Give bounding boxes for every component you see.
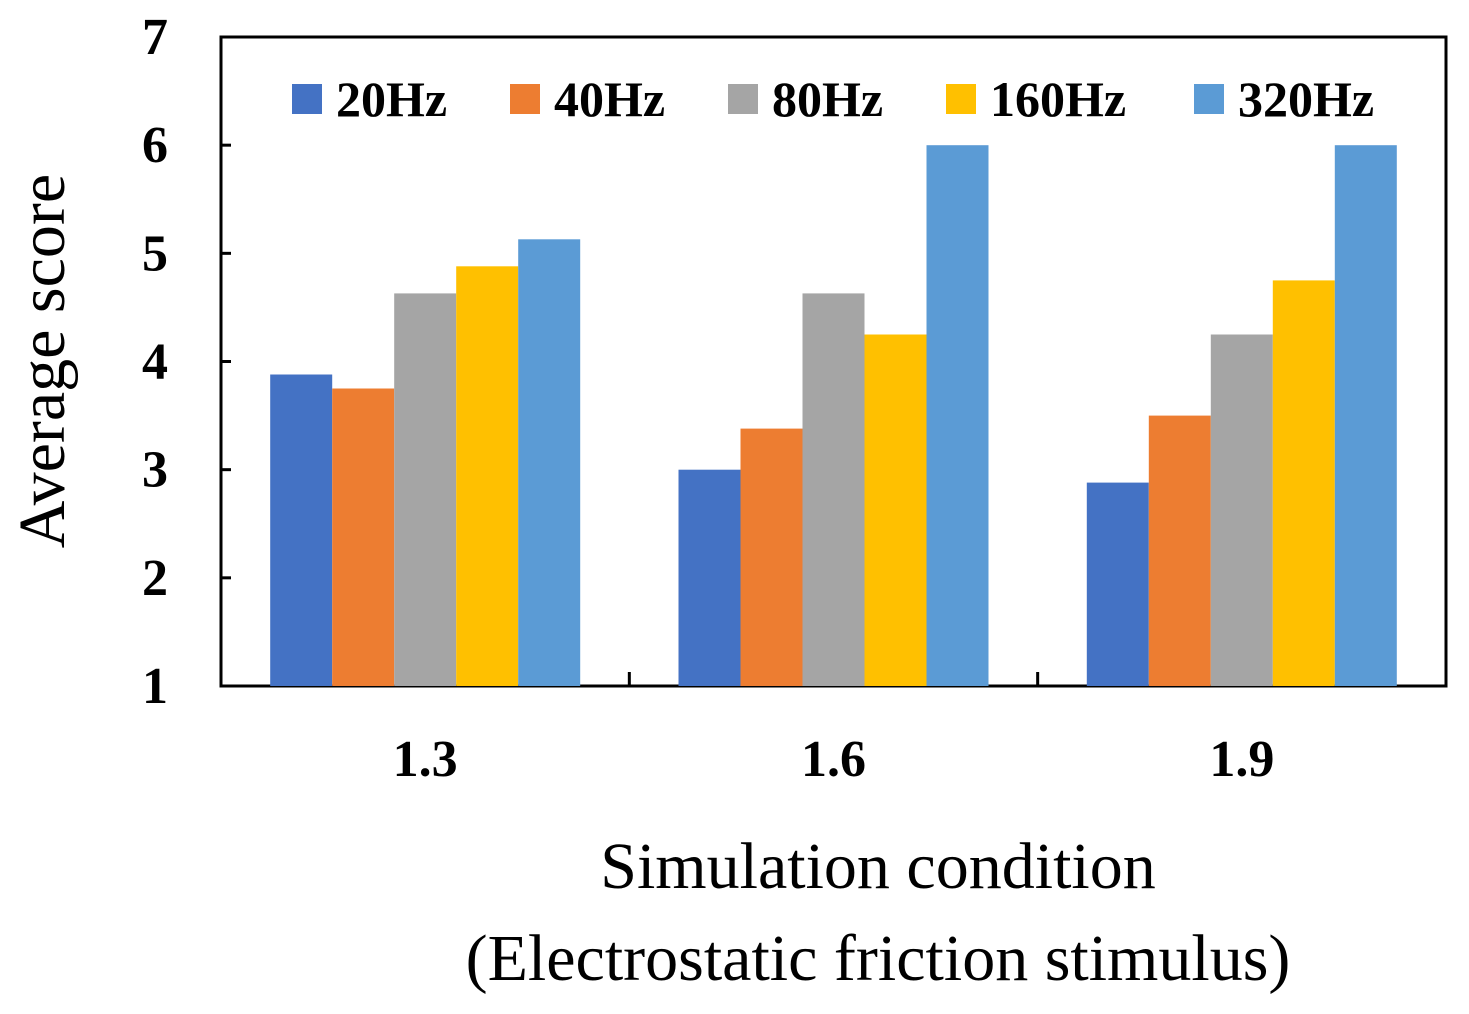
bar-320Hz-1.6: [926, 145, 989, 686]
bar-160Hz-1.3: [456, 266, 519, 686]
x-axis-title: Simulation condition: [600, 830, 1156, 903]
bar-40Hz-1.6: [740, 428, 803, 686]
legend: 20Hz 40Hz 80Hz 160Hz 320Hz: [292, 71, 1374, 127]
y-tick-label: 1: [142, 658, 168, 715]
bar-20Hz-1.6: [678, 469, 741, 686]
legend-swatch-320Hz: [1194, 84, 1224, 114]
y-axis-title: Average score: [6, 174, 79, 548]
legend-swatch-160Hz: [946, 84, 976, 114]
bar-80Hz-1.6: [802, 293, 865, 686]
y-tick-label: 5: [142, 225, 168, 282]
legend-swatch-20Hz: [292, 84, 322, 114]
legend-label-160Hz: 160Hz: [990, 71, 1126, 127]
bar-320Hz-1.9: [1334, 145, 1397, 686]
bar-20Hz-1.3: [270, 374, 333, 686]
bar-320Hz-1.3: [518, 239, 581, 687]
bar-20Hz-1.9: [1086, 482, 1149, 686]
bar-80Hz-1.3: [394, 293, 457, 686]
bar-40Hz-1.9: [1148, 415, 1211, 686]
legend-swatch-40Hz: [510, 84, 540, 114]
legend-label-320Hz: 320Hz: [1238, 71, 1374, 127]
x-axis-title-line2: (Electrostatic friction stimulus): [466, 922, 1291, 995]
y-tick-label: 6: [142, 117, 168, 174]
bar-40Hz-1.3: [332, 388, 395, 686]
legend-label-20Hz: 20Hz: [336, 71, 447, 127]
legend-label-40Hz: 40Hz: [554, 71, 665, 127]
legend-swatch-80Hz: [728, 84, 758, 114]
y-tick-label: 4: [142, 334, 168, 391]
x-tick-label: 1.9: [1209, 731, 1274, 788]
y-tick-label: 2: [142, 550, 168, 607]
x-tick-label: 1.3: [393, 731, 458, 788]
y-tick-label: 3: [142, 442, 168, 499]
bar-80Hz-1.9: [1210, 334, 1273, 686]
legend-label-80Hz: 80Hz: [772, 71, 883, 127]
bars-layer: [270, 145, 1397, 687]
axis-layer: 1 2 3 4 5 6 7 1.3 1.6 1.9: [142, 9, 1274, 788]
bar-160Hz-1.9: [1272, 280, 1335, 686]
bar-160Hz-1.6: [864, 334, 927, 686]
x-tick-label: 1.6: [801, 731, 866, 788]
y-tick-label: 7: [142, 9, 168, 66]
